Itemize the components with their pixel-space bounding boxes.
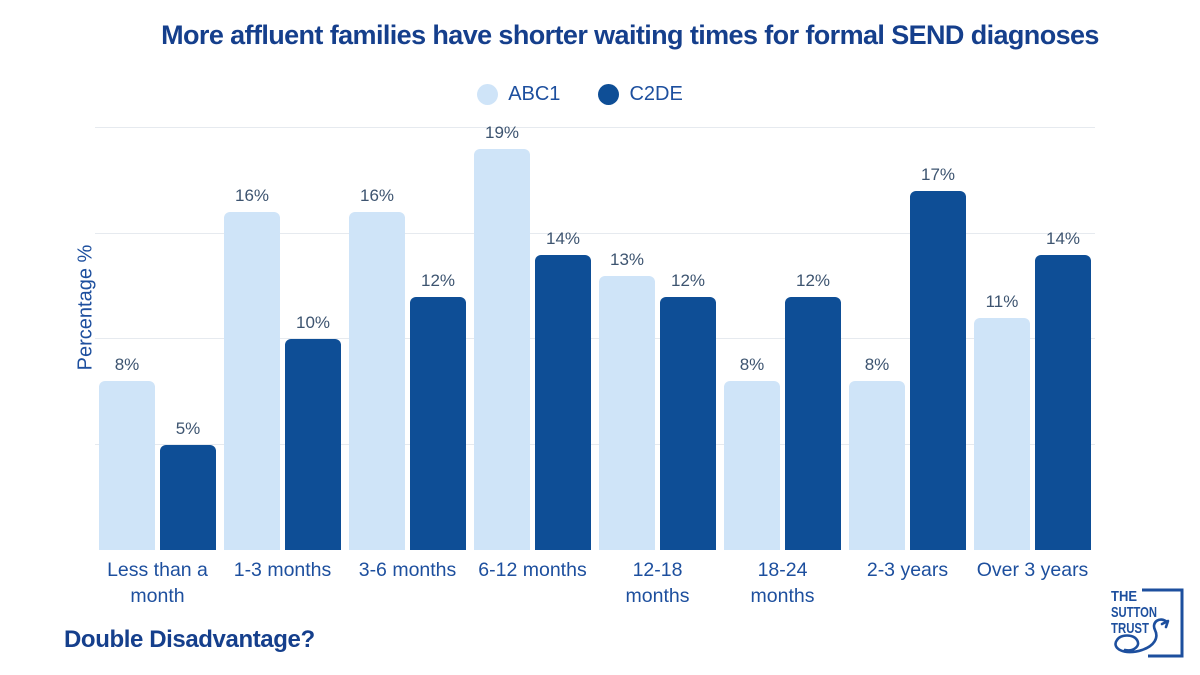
bar-value-label: 10% <box>295 313 331 333</box>
bar-group: 11% 14% <box>970 107 1095 550</box>
bar-value-label: 12% <box>795 270 831 290</box>
bar-value-label: 12% <box>670 270 706 290</box>
bar-cell-c2de: 10% <box>285 313 341 550</box>
logo-swirl <box>1114 618 1169 654</box>
bar-c2de <box>285 339 341 550</box>
bar-c2de <box>660 296 716 550</box>
bar-value-label: 12% <box>420 270 456 290</box>
sutton-trust-logo: THE SUTTON TRUST <box>1111 588 1184 658</box>
x-axis-labels: Less than a month 1-3 months 3-6 months 6-1… <box>95 557 1095 609</box>
bar-group: 8% 5% <box>95 107 220 550</box>
x-axis-label: 6-12 months <box>470 557 595 609</box>
x-axis-label: 1-3 months <box>220 557 345 609</box>
bar-cell-abc1: 16% <box>224 186 280 550</box>
x-axis-label-text: 6-12 months <box>478 559 587 581</box>
legend-item-abc1: ABC1 <box>477 83 560 106</box>
gridline-10 <box>95 338 1095 340</box>
bar-group: 16% 12% <box>345 107 470 550</box>
bar-value-label: 13% <box>609 249 645 269</box>
x-axis-label: 2-3 years <box>845 557 970 609</box>
bar-c2de <box>910 191 966 550</box>
legend-swatch-abc1-icon <box>477 84 499 105</box>
bar-cell-c2de: 14% <box>535 229 591 550</box>
bar-group: 8% 12% <box>720 107 845 550</box>
legend-swatch-c2de-icon <box>598 84 620 105</box>
bar-cell-abc1: 16% <box>349 186 405 550</box>
x-axis-label-text: 1-3 months <box>233 559 332 581</box>
bar-group: 16% 10% <box>220 107 345 550</box>
bar-groups: 8% 5% 16% 10% 16% 12% 19% 14% 13% 12% 8% 12% 8% 17% 11… <box>95 107 1095 550</box>
x-axis-label-text: 18-24 months <box>750 559 815 607</box>
bar-cell-abc1: 19% <box>474 123 530 550</box>
bar-value-label: 8% <box>114 355 140 375</box>
legend-label-c2de: C2DE <box>629 83 683 105</box>
bar-cell-c2de: 12% <box>660 271 716 550</box>
logo-box <box>1142 588 1184 658</box>
bar-abc1 <box>599 275 655 550</box>
bar-value-label: 5% <box>175 418 201 438</box>
gridline-15 <box>95 232 1095 234</box>
bar-abc1 <box>349 212 405 550</box>
legend: ABC1 C2DE <box>0 83 1160 106</box>
bar-cell-c2de: 14% <box>1035 229 1091 550</box>
bar-value-label: 8% <box>739 355 765 375</box>
x-axis-label-text: Over 3 years <box>976 559 1089 581</box>
x-axis-label-text: 2-3 years <box>866 559 949 581</box>
bar-value-label: 14% <box>545 228 581 248</box>
logo-text-trust: TRUST <box>1111 620 1149 637</box>
bar-abc1 <box>849 381 905 550</box>
chart-title: More affluent families have shorter wait… <box>161 20 1099 50</box>
bar-c2de <box>535 254 591 550</box>
bar-cell-abc1: 8% <box>849 355 905 550</box>
bar-c2de <box>1035 254 1091 550</box>
bar-value-label: 16% <box>359 186 395 206</box>
x-axis-label: Less than a month <box>95 557 220 609</box>
bar-group: 19% 14% <box>470 107 595 550</box>
bar-cell-abc1: 11% <box>974 292 1030 550</box>
gridline-5 <box>95 443 1095 445</box>
legend-label-abc1: ABC1 <box>508 83 561 105</box>
bar-c2de <box>410 296 466 550</box>
plot-area: 8% 5% 16% 10% 16% 12% 19% 14% 13% 12% 8% 12% 8% 17% 11… <box>95 107 1095 550</box>
bar-cell-c2de: 12% <box>410 271 466 550</box>
bar-abc1 <box>724 381 780 550</box>
logo-text-the: THE <box>1111 588 1137 605</box>
bar-value-label: 16% <box>234 186 270 206</box>
bar-cell-abc1: 8% <box>99 355 155 550</box>
bar-cell-abc1: 8% <box>724 355 780 550</box>
bar-group: 13% 12% <box>595 107 720 550</box>
bar-value-label: 11% <box>985 291 1019 311</box>
bar-abc1 <box>474 149 530 550</box>
bar-value-label: 8% <box>864 355 890 375</box>
bar-value-label: 19% <box>484 123 520 143</box>
bar-c2de <box>160 444 216 550</box>
bar-value-label: 14% <box>1045 228 1081 248</box>
bar-cell-c2de: 5% <box>160 419 216 550</box>
bar-abc1 <box>224 212 280 550</box>
x-axis-label: 12-18 months <box>595 557 720 609</box>
bar-abc1 <box>974 317 1030 550</box>
logo-swirl-arrow <box>1160 619 1170 629</box>
gridline-20 <box>95 127 1095 129</box>
legend-item-c2de: C2DE <box>598 83 683 106</box>
bar-value-label: 17% <box>920 165 956 185</box>
bar-abc1 <box>99 381 155 550</box>
bar-cell-abc1: 13% <box>599 250 655 550</box>
x-axis-label: 3-6 months <box>345 557 470 609</box>
x-axis-label-text: 3-6 months <box>358 559 457 581</box>
bar-group: 8% 17% <box>845 107 970 550</box>
x-axis-label-text: Less than a month <box>107 559 208 607</box>
x-axis-label-text: 12-18 months <box>625 559 690 607</box>
bar-cell-c2de: 12% <box>785 271 841 550</box>
x-axis-label: 18-24 months <box>720 557 845 609</box>
x-axis-label: Over 3 years <box>970 557 1095 609</box>
bar-cell-c2de: 17% <box>910 165 966 550</box>
footer-caption: Double Disadvantage? <box>64 626 315 653</box>
logo-text-sutton: SUTTON <box>1111 604 1157 621</box>
bar-c2de <box>785 296 841 550</box>
